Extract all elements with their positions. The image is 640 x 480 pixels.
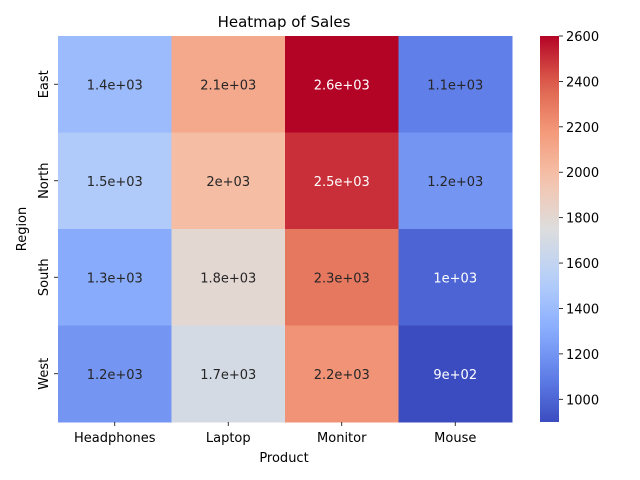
x-tick-label: Mouse xyxy=(434,431,476,446)
cell-value-label: 1.2e+03 xyxy=(87,368,143,383)
colorbar: 1000 1200 1400 1600 1800 2000 2200 2400 2600 xyxy=(540,30,599,422)
y-tick-label: South xyxy=(37,258,52,296)
cell-value-label: 2.1e+03 xyxy=(200,78,256,93)
colorbar-tick-label: 1200 xyxy=(566,348,599,363)
x-tick-label: Laptop xyxy=(206,431,251,446)
cell-value-label: 1.4e+03 xyxy=(87,78,143,93)
heatmap-cell xyxy=(398,36,513,133)
heatmap-cell xyxy=(58,229,172,326)
cell-value-label: 2.6e+03 xyxy=(314,78,370,93)
colorbar-tick-label: 1600 xyxy=(566,257,599,272)
y-tick-label: North xyxy=(37,163,52,199)
colorbar-tick-label: 2600 xyxy=(566,30,599,45)
colorbar-tick-label: 2200 xyxy=(566,121,599,136)
heatmap-cell xyxy=(398,132,513,230)
heatmap-cell xyxy=(285,229,399,326)
heatmap-cell xyxy=(58,132,172,230)
cell-value-label: 2.2e+03 xyxy=(314,368,370,383)
heatmap-cell xyxy=(285,132,399,230)
heatmap-cell xyxy=(171,132,286,230)
heatmap-cell xyxy=(171,229,286,326)
heatmap-cell xyxy=(285,36,399,133)
cell-value-label: 1.2e+03 xyxy=(427,175,483,190)
colorbar-gradient xyxy=(540,36,559,422)
cell-value-label: 2e+03 xyxy=(206,175,250,190)
heatmap-cell xyxy=(58,325,172,423)
cell-value-label: 9e+02 xyxy=(433,368,477,383)
cell-value-label: 1.7e+03 xyxy=(200,368,256,383)
heatmap-cell xyxy=(398,325,513,423)
cell-value-label: 1.1e+03 xyxy=(427,78,483,93)
heatmap-cell xyxy=(285,325,399,423)
cell-value-label: 2.3e+03 xyxy=(314,271,370,286)
heatmap-cells: 1.4e+03 2.1e+03 2.6e+03 1.1e+03 1.5e+03 2e+03… xyxy=(58,36,513,423)
colorbar-tick-label: 2400 xyxy=(566,75,599,90)
colorbar-tick-label: 1000 xyxy=(566,393,599,408)
colorbar-tick-label: 1400 xyxy=(566,302,599,317)
x-axis: Headphones Laptop Monitor Mouse xyxy=(74,422,476,446)
y-axis-title: Region xyxy=(15,207,30,252)
heatmap-cell xyxy=(58,36,172,133)
x-axis-title: Product xyxy=(259,451,308,466)
colorbar-tick-label: 1800 xyxy=(566,212,599,227)
chart-title: Heatmap of Sales xyxy=(218,13,351,31)
y-tick-label: West xyxy=(37,358,52,390)
y-tick-label: East xyxy=(37,70,52,98)
cell-value-label: 1.5e+03 xyxy=(87,175,143,190)
heatmap-cell xyxy=(171,325,286,423)
heatmap-cell xyxy=(398,229,513,326)
x-tick-label: Monitor xyxy=(317,431,367,446)
colorbar-tick-label: 2000 xyxy=(566,166,599,181)
cell-value-label: 1.8e+03 xyxy=(200,271,256,286)
y-axis: East North South West xyxy=(37,70,58,390)
cell-value-label: 2.5e+03 xyxy=(314,175,370,190)
x-tick-label: Headphones xyxy=(74,431,156,446)
heatmap-cell xyxy=(171,36,286,133)
cell-value-label: 1e+03 xyxy=(433,271,477,286)
cell-value-label: 1.3e+03 xyxy=(87,271,143,286)
